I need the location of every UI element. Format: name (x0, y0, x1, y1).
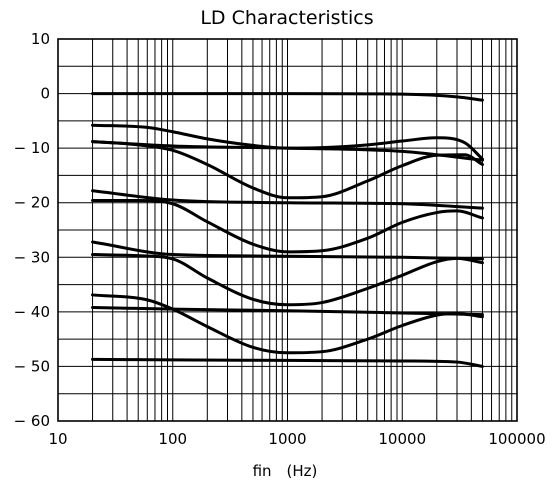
series-line-3 (91, 140, 484, 162)
x-tick-label: 100 (158, 430, 187, 448)
y-tick-label: − 20 (14, 194, 50, 212)
y-tick-label: 0 (40, 85, 50, 103)
series-line-7 (91, 240, 484, 261)
y-tick-label: − 10 (14, 139, 50, 157)
x-tick-label: 10000 (378, 430, 426, 448)
chart-title: LD Characteristics (200, 7, 373, 29)
y-tick-label: 10 (31, 30, 50, 48)
x-axis-label: fin (Hz) (253, 462, 318, 480)
series-line-4 (91, 140, 484, 200)
x-tick-label: 10 (48, 430, 67, 448)
series-line-8 (91, 253, 484, 307)
y-tick-label: − 50 (14, 357, 50, 375)
series-group (91, 92, 484, 368)
x-tick-label: 1000 (268, 430, 306, 448)
y-tick-label: − 60 (14, 412, 50, 430)
series-line-10 (91, 305, 484, 317)
series-line-5 (91, 189, 484, 210)
x-tick-label: 100000 (488, 430, 545, 448)
series-line-6 (91, 199, 484, 254)
y-tick-label: − 40 (14, 303, 50, 321)
series-line-1 (91, 92, 484, 102)
y-tick-label: − 30 (14, 248, 50, 266)
plot-frame (57, 38, 518, 422)
grid (58, 39, 517, 421)
y-axis: 10 0 − 10 − 20 − 30 − 40 − 50 − 60 (14, 30, 50, 430)
x-axis: 10 100 1000 10000 100000 (48, 430, 545, 448)
series-line-11 (91, 357, 484, 368)
